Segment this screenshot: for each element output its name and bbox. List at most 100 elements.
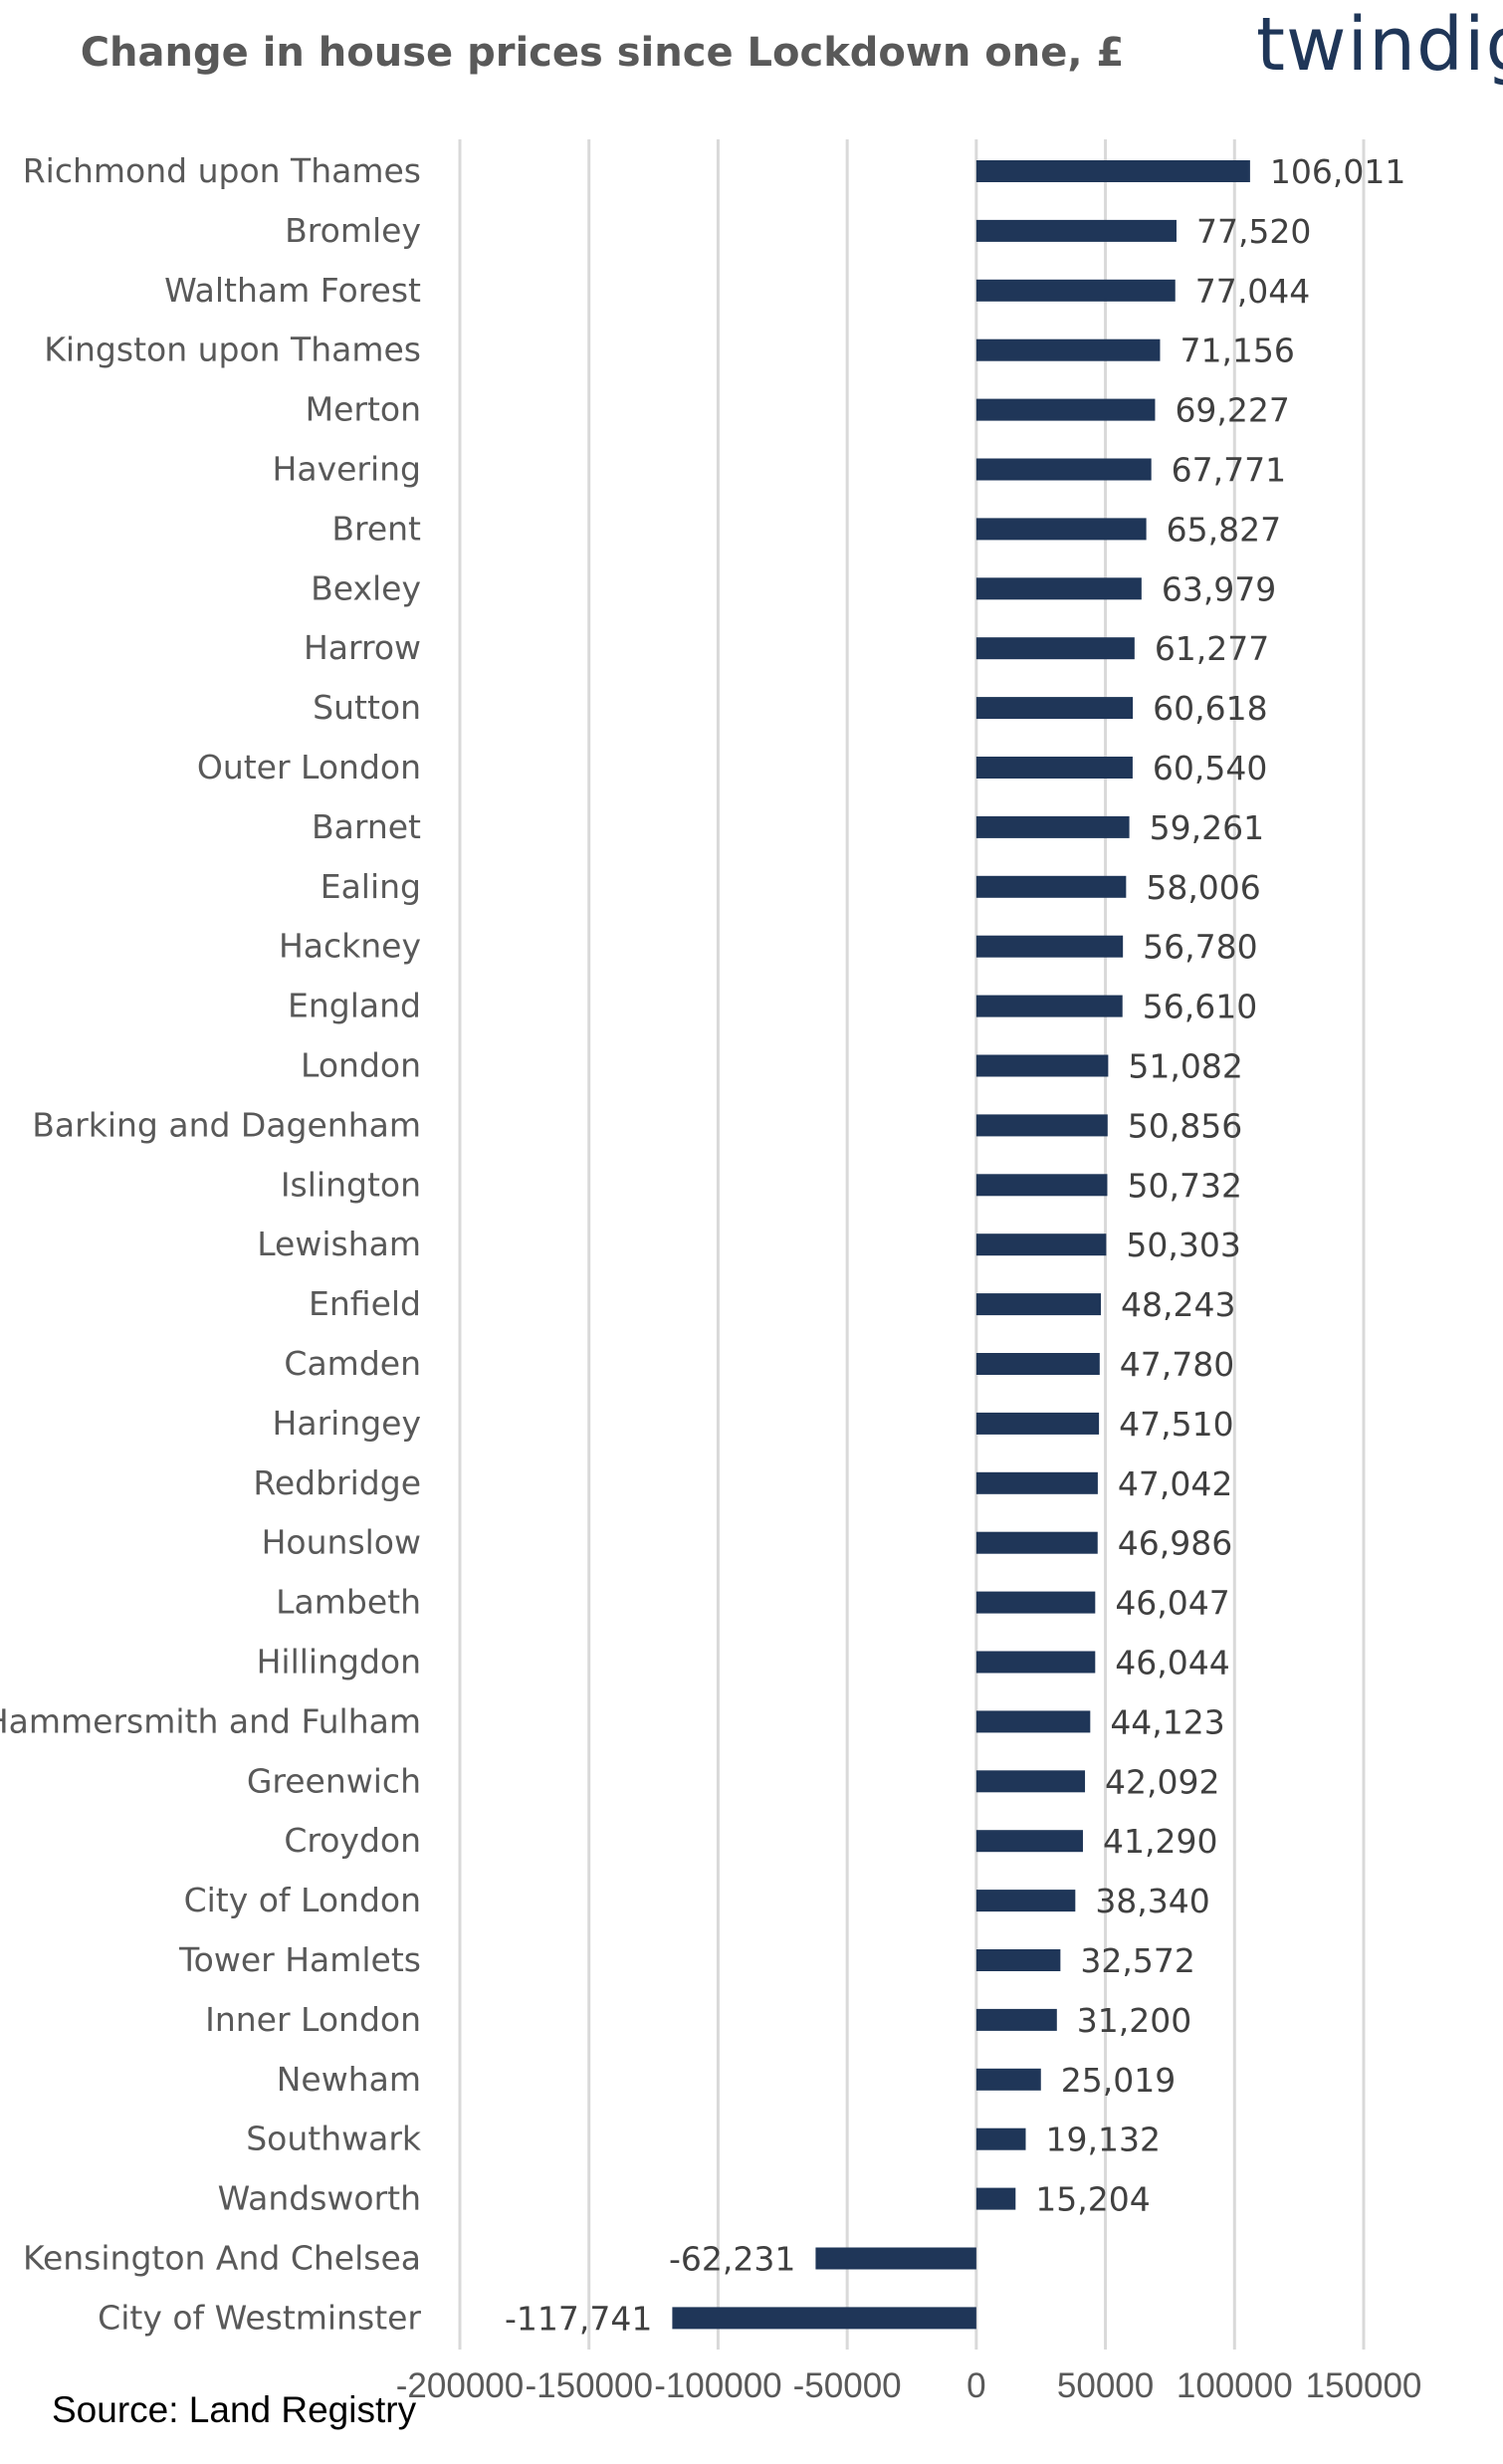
x-axis-ticks: -200000 -150000 -100000 -50000 0 50000 100000 1… bbox=[396, 2366, 1422, 2405]
category-label: City of Westminster bbox=[98, 2298, 421, 2337]
category-labels: Richmond upon Thames Bromley Waltham Fores… bbox=[0, 151, 422, 2337]
data-label: 71,156 bbox=[1180, 332, 1294, 370]
category-label: Bromley bbox=[285, 211, 421, 250]
bar bbox=[975, 338, 1161, 361]
data-label: 61,277 bbox=[1155, 629, 1269, 668]
bar bbox=[975, 1651, 1096, 1674]
data-label: 38,340 bbox=[1095, 1882, 1209, 1920]
bar bbox=[975, 1890, 1076, 1912]
bar bbox=[975, 2187, 1016, 2210]
bar bbox=[672, 2307, 976, 2330]
category-label: Hillingdon bbox=[257, 1643, 421, 1681]
data-label: 65,827 bbox=[1167, 510, 1281, 549]
bar bbox=[975, 1412, 1100, 1435]
category-label: Camden bbox=[284, 1344, 421, 1383]
x-tick-label: -150000 bbox=[525, 2366, 652, 2405]
category-label: Barnet bbox=[312, 807, 421, 846]
category-label: Havering bbox=[273, 450, 421, 489]
bars bbox=[672, 160, 1250, 2330]
x-tick-label: -50000 bbox=[793, 2366, 902, 2405]
category-label: Enfield bbox=[309, 1284, 421, 1323]
data-label: -62,231 bbox=[669, 2240, 795, 2279]
data-label: 77,520 bbox=[1196, 212, 1311, 251]
category-label: Richmond upon Thames bbox=[23, 151, 421, 190]
data-label: 25,019 bbox=[1061, 2061, 1176, 2100]
x-tick-label: 150000 bbox=[1306, 2366, 1422, 2405]
source-note: Source: Land Registry bbox=[52, 2389, 417, 2430]
category-label: Kingston upon Thames bbox=[44, 331, 421, 369]
bar bbox=[975, 1353, 1100, 1375]
bar bbox=[975, 637, 1135, 660]
data-label: 48,243 bbox=[1121, 1285, 1235, 1324]
data-label: 56,780 bbox=[1143, 928, 1257, 967]
bar bbox=[975, 1830, 1083, 1853]
data-label: 32,572 bbox=[1080, 1941, 1194, 1980]
data-label: 69,227 bbox=[1175, 391, 1289, 430]
category-label: Lewisham bbox=[257, 1225, 421, 1263]
data-label: 60,618 bbox=[1153, 689, 1267, 728]
bar bbox=[975, 2068, 1041, 2091]
data-label: 77,044 bbox=[1195, 272, 1310, 311]
bar bbox=[975, 697, 1134, 720]
data-label: 47,780 bbox=[1120, 1345, 1234, 1384]
data-label: 41,290 bbox=[1103, 1822, 1217, 1861]
bar bbox=[975, 815, 1130, 838]
data-label: 51,082 bbox=[1128, 1047, 1242, 1086]
category-label: Newham bbox=[277, 2060, 421, 2099]
x-tick-label: 0 bbox=[966, 2366, 985, 2405]
bar bbox=[975, 995, 1123, 1017]
data-label: 60,540 bbox=[1153, 749, 1267, 787]
category-label: Inner London bbox=[205, 2000, 421, 2039]
data-label: 44,123 bbox=[1110, 1702, 1224, 1741]
data-label: 42,092 bbox=[1105, 1762, 1219, 1801]
data-label: 50,732 bbox=[1127, 1166, 1241, 1205]
category-label: Lambeth bbox=[276, 1583, 421, 1622]
category-label: Haringey bbox=[273, 1404, 421, 1443]
bar bbox=[975, 1949, 1061, 1971]
category-label: England bbox=[288, 987, 421, 1025]
category-label: Redbridge bbox=[253, 1463, 421, 1502]
data-label: 19,132 bbox=[1045, 2121, 1160, 2159]
bar bbox=[975, 1293, 1102, 1316]
data-label: 63,979 bbox=[1162, 569, 1276, 608]
bar bbox=[975, 279, 1176, 302]
category-label: Ealing bbox=[321, 867, 421, 906]
category-label: Outer London bbox=[197, 748, 421, 786]
category-label: Barking and Dagenham bbox=[32, 1105, 421, 1144]
category-label: Merton bbox=[306, 390, 421, 429]
bar bbox=[975, 1174, 1108, 1197]
bar bbox=[975, 2128, 1026, 2150]
bar bbox=[975, 1114, 1108, 1137]
category-label: London bbox=[301, 1046, 421, 1085]
category-label: Hounslow bbox=[262, 1523, 421, 1562]
data-label: 46,047 bbox=[1115, 1584, 1229, 1623]
category-label: Hackney bbox=[279, 927, 421, 966]
category-label: City of London bbox=[184, 1881, 421, 1919]
bar bbox=[975, 757, 1133, 779]
category-label: Greenwich bbox=[247, 1761, 421, 1800]
x-tick-label: 100000 bbox=[1177, 2366, 1293, 2405]
bar bbox=[975, 2008, 1057, 2031]
x-tick-label: -200000 bbox=[396, 2366, 524, 2405]
category-label: Kensington And Chelsea bbox=[23, 2239, 421, 2278]
data-label: -117,741 bbox=[505, 2299, 652, 2338]
x-tick-label: 50000 bbox=[1057, 2366, 1154, 2405]
data-label: 47,042 bbox=[1118, 1464, 1232, 1503]
chart-title: Change in house prices since Lockdown on… bbox=[80, 30, 1125, 76]
category-label: Croydon bbox=[284, 1821, 421, 1860]
data-label: 59,261 bbox=[1150, 808, 1264, 847]
data-label: 67,771 bbox=[1172, 451, 1286, 490]
bar bbox=[975, 518, 1147, 541]
data-label: 58,006 bbox=[1146, 868, 1260, 907]
category-label: Waltham Forest bbox=[164, 271, 421, 310]
data-label: 56,610 bbox=[1143, 988, 1257, 1026]
bar bbox=[975, 1770, 1086, 1793]
bar bbox=[815, 2247, 976, 2270]
bar bbox=[975, 1710, 1091, 1733]
gridlines bbox=[458, 139, 1366, 2350]
bar bbox=[975, 219, 1177, 242]
bar bbox=[975, 458, 1152, 481]
bar bbox=[975, 935, 1124, 958]
category-label: Bexley bbox=[311, 568, 421, 607]
